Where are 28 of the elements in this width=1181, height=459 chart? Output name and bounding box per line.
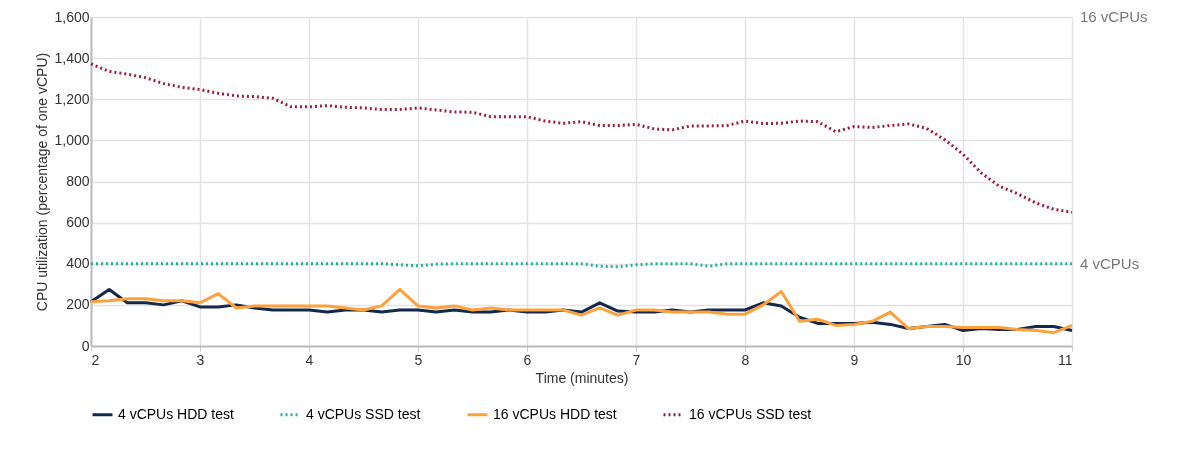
line-series (89, 62, 1074, 214)
legend-label: 16 vCPUs SSD test (689, 405, 812, 422)
y-tick-label: 1,400 (54, 49, 90, 66)
x-axis-title: Time (minutes) (535, 369, 629, 386)
x-tick-label: 2 (91, 351, 100, 368)
y-tick-label: 800 (66, 173, 90, 189)
text: 4 vCPUs (1080, 254, 1140, 272)
y-tick-label: 1,200 (54, 90, 90, 107)
text: 16 vCPUs (1080, 8, 1148, 25)
x-tick-label: 9 (850, 351, 859, 368)
legend-label: 4 vCPUs HDD test (118, 405, 235, 422)
y-tick-label: 0 (81, 337, 90, 354)
y-tick-label: 1,000 (54, 131, 90, 148)
legend-label: 4 vCPUs SSD test (306, 405, 421, 422)
y-tick-label: 400 (66, 255, 90, 272)
x-tick-label: 3 (196, 351, 205, 368)
x-tick-label: 4 (305, 351, 314, 368)
x-tick-label: 6 (523, 351, 532, 368)
legend-label: 16 vCPUs HDD test (493, 405, 617, 422)
x-tick-label: 10 (955, 351, 972, 368)
x-tick-label: 11 (1057, 351, 1073, 368)
y-axis-title: CPU utilization (percentage of one vCPU) (34, 52, 51, 312)
y-tick-label: 1,600 (54, 8, 90, 25)
x-tick-label: 5 (414, 351, 423, 368)
y-tick-label: 200 (66, 296, 90, 313)
x-tick-label: 7 (632, 351, 641, 368)
y-tick-label: 600 (66, 214, 90, 231)
x-tick-label: 8 (741, 351, 750, 368)
